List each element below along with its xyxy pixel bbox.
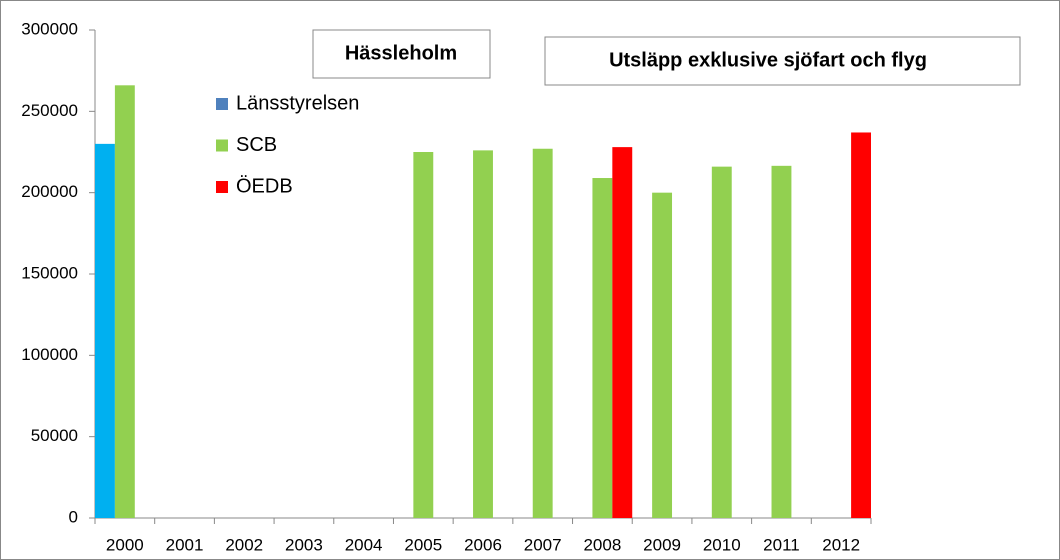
legend-label: Länsstyrelsen [236, 92, 359, 114]
x-tick-label: 2000 [106, 535, 144, 554]
bar [95, 143, 115, 518]
legend-marker [216, 98, 228, 110]
x-tick-label: 2001 [166, 535, 204, 554]
y-tick-label: 300000 [21, 19, 78, 38]
x-tick-label: 2008 [583, 535, 621, 554]
bar [612, 147, 633, 518]
y-tick-label: 50000 [31, 426, 78, 445]
x-tick-label: 2009 [643, 535, 681, 554]
bar [114, 85, 135, 518]
bar [771, 165, 792, 518]
x-tick-label: 2003 [285, 535, 323, 554]
bar [413, 152, 434, 518]
legend-label: ÖEDB [236, 175, 293, 197]
bar [851, 132, 871, 519]
x-tick-label: 2002 [225, 535, 263, 554]
x-tick-label: 2005 [404, 535, 442, 554]
y-tick-label: 250000 [21, 101, 78, 120]
bar [473, 150, 493, 518]
x-tick-label: 2011 [763, 535, 800, 554]
chart-title: Hässleholm [345, 42, 457, 64]
x-tick-label: 2010 [703, 535, 741, 554]
subtitle-box [544, 36, 1021, 86]
title-box [312, 29, 491, 79]
y-tick-label: 200000 [21, 182, 78, 201]
bar [711, 166, 732, 518]
y-tick-label: 100000 [21, 345, 78, 364]
y-tick-label: 0 [69, 507, 78, 526]
x-tick-label: 2012 [822, 535, 860, 554]
y-tick-label: 150000 [21, 263, 78, 282]
chart-subtitle: Utsläpp exklusive sjöfart och flyg [609, 49, 927, 71]
x-tick-label: 2006 [464, 535, 502, 554]
x-tick-label: 2004 [345, 535, 383, 554]
bar [532, 148, 553, 518]
bar [652, 192, 673, 518]
legend-marker [216, 139, 228, 152]
legend-marker [216, 181, 228, 193]
legend-label: SCB [236, 134, 277, 156]
x-tick-label: 2007 [524, 535, 562, 554]
bar [592, 178, 613, 518]
